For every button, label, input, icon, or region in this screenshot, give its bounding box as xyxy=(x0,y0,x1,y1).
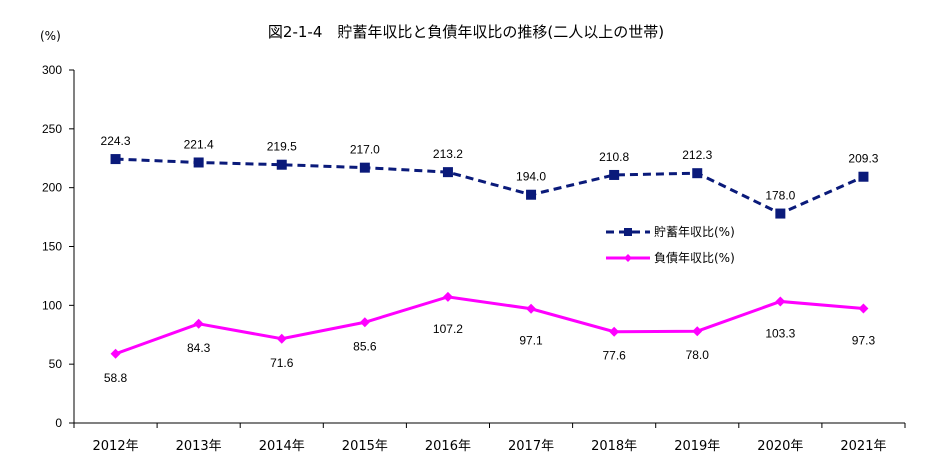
data-label: 210.8 xyxy=(599,150,629,164)
y-tick-label: 250 xyxy=(42,122,62,136)
x-tick-label: 2014年 xyxy=(259,439,305,454)
chart-title: 図2-1-4 貯蓄年収比と負債年収比の推移(二人以上の世帯) xyxy=(268,23,664,41)
data-label: 78.0 xyxy=(686,348,710,362)
y-axis-ticks: 0 50 100 150 200 250 300 xyxy=(42,63,74,430)
data-labels: 224.3 221.4 219.5 217.0 213.2 194.0 210.8 212.3… xyxy=(101,134,879,385)
data-point xyxy=(858,171,869,182)
data-label: 217.0 xyxy=(350,143,380,157)
data-label: 103.3 xyxy=(765,326,795,340)
data-label: 219.5 xyxy=(267,140,297,154)
legend-entry-1: 負債年収比(%) xyxy=(606,250,735,265)
data-label: 209.3 xyxy=(848,152,878,166)
data-point xyxy=(775,296,786,307)
data-point xyxy=(193,157,204,168)
series-layer xyxy=(110,154,869,359)
series-line xyxy=(115,157,865,216)
data-label: 84.3 xyxy=(187,341,211,355)
data-label: 107.2 xyxy=(433,322,463,336)
data-point xyxy=(359,317,370,328)
y-tick-label: 200 xyxy=(42,181,62,195)
data-point xyxy=(775,208,786,219)
data-point xyxy=(692,326,703,337)
series-0 xyxy=(110,154,869,219)
y-tick-label: 300 xyxy=(42,63,62,77)
data-point xyxy=(526,303,537,314)
y-tick-label: 50 xyxy=(49,357,63,371)
data-label: 224.3 xyxy=(101,134,131,148)
x-tick-label: 2018年 xyxy=(591,439,637,454)
axes xyxy=(73,70,905,424)
data-label: 213.2 xyxy=(433,147,463,161)
legend-label: 負債年収比(%) xyxy=(654,250,735,265)
data-point xyxy=(609,326,620,337)
x-tick-label: 2019年 xyxy=(674,439,720,454)
x-tick-label: 2013年 xyxy=(176,439,222,454)
data-label: 97.1 xyxy=(519,334,543,348)
data-label: 194.0 xyxy=(516,170,546,184)
data-label: 178.0 xyxy=(765,189,795,203)
y-tick-label: 0 xyxy=(55,416,62,430)
legend-entry-0: 貯蓄年収比(%) xyxy=(606,225,735,239)
y-tick-label: 100 xyxy=(42,298,62,312)
data-label: 212.3 xyxy=(682,148,712,162)
data-point xyxy=(858,303,869,314)
legend: 貯蓄年収比(%) 負債年収比(%) xyxy=(606,225,735,265)
data-label: 58.8 xyxy=(104,371,128,385)
data-point xyxy=(110,154,121,165)
x-tick-label: 2021年 xyxy=(840,439,886,454)
y-axis-unit-label: (%) xyxy=(40,29,61,43)
data-point xyxy=(609,169,620,180)
data-label: 77.6 xyxy=(602,349,626,363)
data-label: 71.6 xyxy=(270,356,294,370)
x-tick-label: 2016年 xyxy=(425,439,471,454)
x-tick-label: 2020年 xyxy=(757,439,803,454)
data-label: 221.4 xyxy=(184,137,214,151)
y-tick-label: 150 xyxy=(42,240,62,254)
legend-marker xyxy=(624,254,632,262)
data-label: 85.6 xyxy=(353,339,377,353)
data-point xyxy=(276,333,287,344)
x-tick-label: 2012年 xyxy=(93,439,139,454)
series-1 xyxy=(110,291,869,359)
data-point xyxy=(692,168,703,179)
data-point xyxy=(359,162,370,173)
x-tick-label: 2017年 xyxy=(508,439,554,454)
series-line xyxy=(115,295,864,356)
data-point xyxy=(276,159,287,170)
legend-marker xyxy=(624,228,632,236)
x-axis-ticks: 2012年 2013年 2014年 2015年 2016年 2017年 2018年 2019年… xyxy=(73,423,906,454)
x-tick-label: 2015年 xyxy=(342,439,388,454)
data-point xyxy=(193,318,204,329)
legend-label: 貯蓄年収比(%) xyxy=(654,225,735,239)
data-point xyxy=(442,291,453,302)
data-point xyxy=(442,167,453,178)
data-point xyxy=(526,189,537,200)
data-label: 97.3 xyxy=(852,334,876,348)
data-point xyxy=(110,348,121,359)
